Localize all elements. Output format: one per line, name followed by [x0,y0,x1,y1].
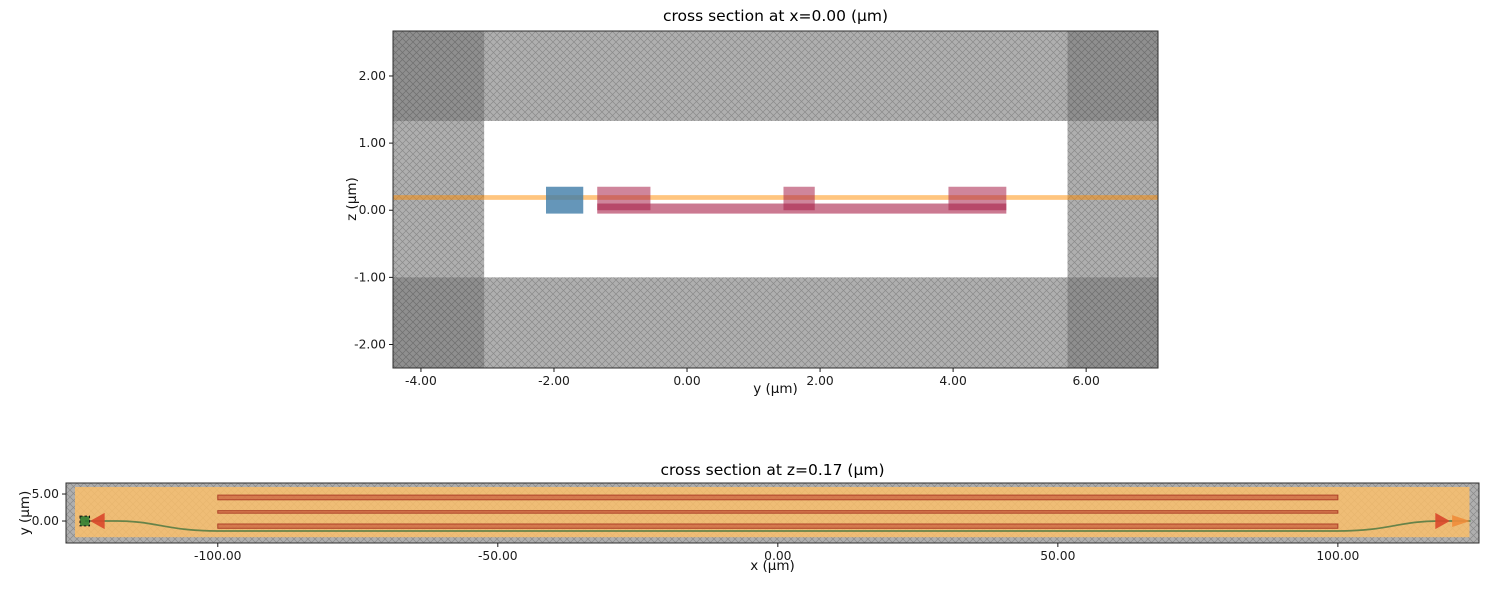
top-plot-xlabel: y (μm) [753,381,798,397]
cross-section-x-spines [392,30,1159,369]
x-tick-label: 2.00 [806,374,833,388]
bottom-plot-title: cross section at z=0.17 (μm) [660,461,885,479]
cross-section-z-spines [65,482,1480,544]
ridge-right [948,186,1007,211]
bottom-plot-ylabel: y (μm) [17,490,33,536]
y-tick-label: 2.00 [359,69,386,83]
ridge-left [597,186,651,211]
port-arrow-right-inner [1435,512,1450,530]
x-tick-label: 0.00 [673,374,700,388]
x-tick-label: 100.00 [1316,549,1359,563]
bottom-plot-xlabel: x (μm) [750,558,795,574]
cladding-hatch [393,277,1158,368]
x-tick-label: -4.00 [405,374,437,388]
z-cut-line [393,195,1158,200]
cross-section-x [393,31,1158,368]
ridge-center [783,186,815,211]
y-tick-label: 0.00 [32,514,59,528]
y-tick-label: 1.00 [359,136,386,150]
y-tick-label: -1.00 [354,270,386,284]
waveguide-path [85,520,1471,532]
heater-band-mid [217,510,1339,514]
heater-band-top [217,494,1339,501]
port-arrow-right [1452,515,1471,527]
x-tick-label: -2.00 [538,374,570,388]
x-tick-label: -50.00 [478,549,518,563]
y-tick-label: 5.00 [32,487,59,501]
cross-section-z [66,483,1479,543]
waveguide-core [546,186,584,214]
y-tick-label: -2.00 [354,338,386,352]
x-tick-label: 50.00 [1040,549,1075,563]
x-tick-label: 6.00 [1072,374,1099,388]
port-arrow-left [90,512,105,530]
y-tick-label: 0.00 [359,203,386,217]
cladding-hatch [393,31,1158,121]
x-tick-label: 0.00 [764,549,791,563]
top-plot-title: cross section at x=0.00 (μm) [662,7,889,25]
port-box-left [79,515,91,527]
x-tick-label: 4.00 [939,374,966,388]
x-tick-label: -100.00 [194,549,241,563]
heater-band-bottom [217,523,1339,529]
top-plot-ylabel: z (μm) [344,177,360,221]
